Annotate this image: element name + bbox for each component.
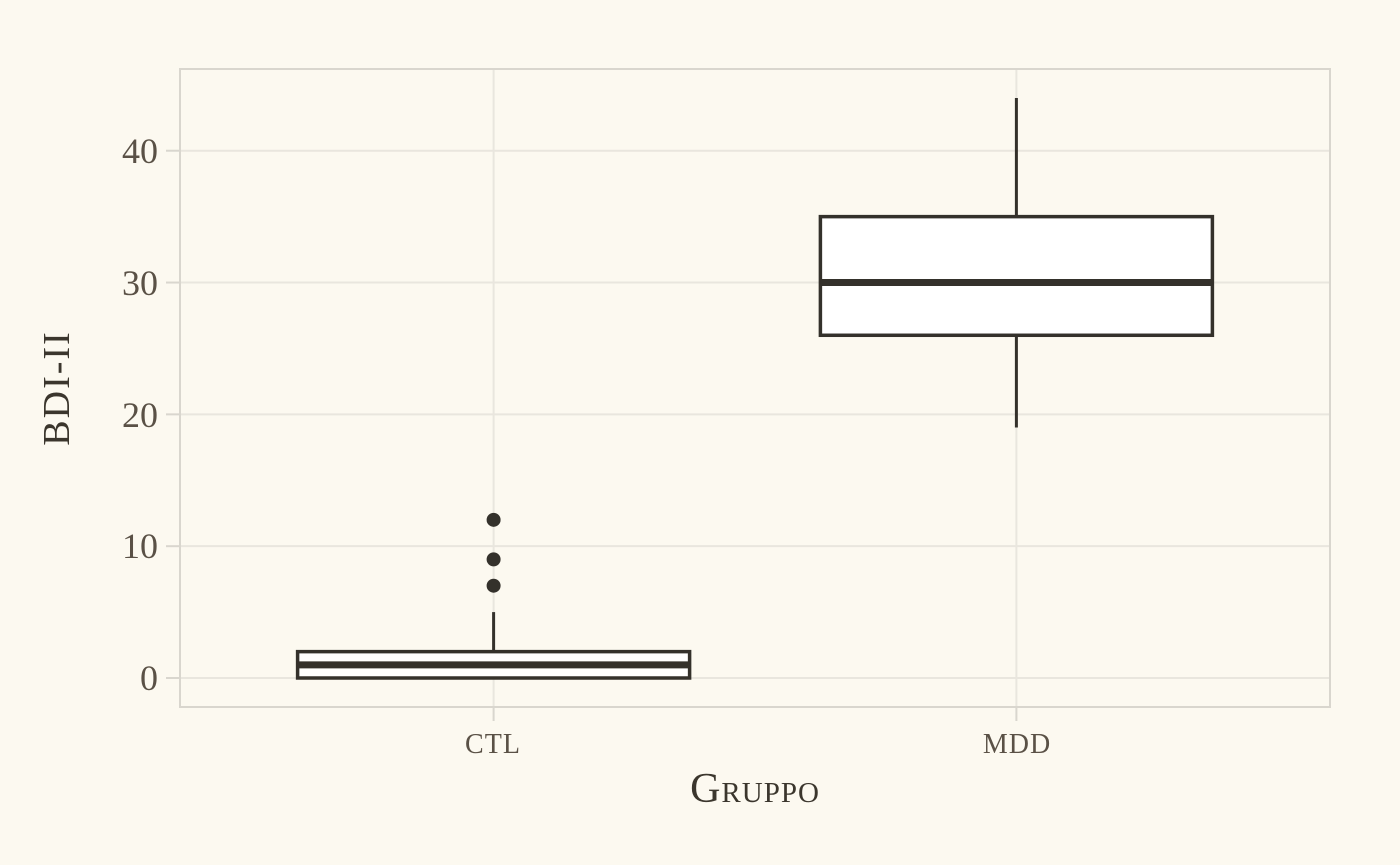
x-tick-label-ctl: CTL — [465, 729, 521, 760]
y-tick-label-0: 0 — [140, 658, 158, 698]
y-tick-label-10: 10 — [122, 526, 158, 566]
outlier-ctl-7 — [486, 578, 501, 593]
box-mdd — [818, 214, 1215, 338]
panel-border — [179, 68, 1331, 708]
y-tick-label-20: 20 — [122, 395, 158, 435]
x-tick-label-mdd: MDD — [982, 729, 1052, 760]
x-axis-title: Gruppo — [690, 766, 820, 812]
outlier-ctl-12 — [486, 512, 501, 527]
y-tick-label-30: 30 — [122, 263, 158, 303]
y-tick-label-40: 40 — [122, 131, 158, 171]
outlier-ctl-9 — [486, 552, 501, 567]
